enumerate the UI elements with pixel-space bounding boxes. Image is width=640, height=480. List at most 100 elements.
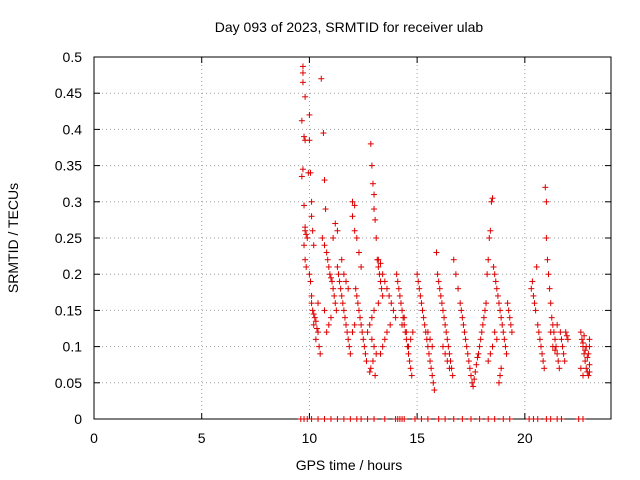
data-point (379, 343, 386, 350)
data-point (371, 343, 378, 350)
data-point (562, 329, 569, 336)
data-point (533, 263, 540, 270)
data-point (336, 278, 343, 285)
data-point (418, 300, 425, 307)
data-point (393, 271, 400, 278)
data-point (367, 365, 374, 372)
data-point (323, 249, 330, 256)
data-point (351, 202, 358, 209)
data-point (545, 271, 552, 278)
data-point (534, 416, 541, 422)
data-point (450, 416, 457, 422)
data-point (443, 329, 450, 336)
data-point (427, 336, 434, 343)
data-point (445, 343, 452, 350)
data-point (343, 321, 350, 328)
data-point (439, 307, 446, 314)
data-point (306, 111, 313, 118)
data-point (547, 416, 554, 422)
data-point (312, 318, 319, 325)
data-point (388, 300, 395, 307)
data-point (366, 321, 373, 328)
data-point (334, 416, 341, 422)
data-point (368, 314, 375, 321)
data-point (373, 235, 380, 241)
data-point (544, 256, 551, 263)
data-point (472, 368, 479, 375)
data-point (397, 300, 404, 307)
data-point (387, 321, 394, 328)
data-point (302, 256, 309, 263)
data-point (369, 180, 376, 187)
data-point (495, 300, 502, 307)
data-point (541, 365, 548, 372)
data-point (560, 350, 567, 357)
y-tick-label: 0.1 (63, 339, 83, 355)
data-point (430, 379, 437, 386)
data-point (303, 231, 310, 238)
data-point (493, 336, 500, 343)
data-point (334, 227, 341, 234)
data-point (559, 343, 566, 350)
data-point (309, 227, 316, 234)
data-point (375, 263, 382, 270)
data-point (543, 198, 550, 205)
data-point (419, 307, 426, 314)
data-point (503, 350, 510, 357)
data-point (315, 416, 322, 422)
data-points (297, 63, 593, 422)
data-point (401, 314, 408, 321)
data-point (476, 416, 483, 422)
data-point (505, 307, 512, 314)
data-point (325, 321, 332, 328)
data-point (449, 372, 456, 379)
data-point (301, 202, 308, 209)
data-point (337, 285, 344, 292)
data-point (485, 256, 492, 263)
data-point (405, 350, 412, 357)
data-point (361, 343, 368, 350)
data-point (312, 336, 319, 343)
data-point (532, 307, 539, 314)
data-point (441, 314, 448, 321)
grid-lines (94, 57, 611, 419)
data-point (346, 343, 353, 350)
data-point (381, 336, 388, 343)
data-point (499, 321, 506, 328)
data-point (317, 350, 324, 357)
data-point (345, 285, 352, 292)
data-point (364, 416, 371, 422)
data-point (368, 336, 375, 343)
data-point (498, 314, 505, 321)
data-point (333, 307, 340, 314)
y-tick-label: 0.25 (55, 230, 82, 246)
y-tick-label: 0.4 (63, 121, 83, 137)
data-point (357, 314, 364, 321)
axis-ticks (93, 56, 611, 420)
data-point (555, 358, 562, 365)
data-point (334, 263, 341, 270)
data-point (327, 314, 334, 321)
data-point (408, 372, 415, 379)
data-point (551, 347, 558, 354)
data-point (371, 416, 378, 422)
data-point (498, 365, 505, 372)
data-point (399, 321, 406, 328)
data-point (558, 416, 565, 422)
data-point (395, 285, 402, 292)
data-point (318, 75, 325, 82)
data-point (313, 325, 320, 332)
data-point (341, 314, 348, 321)
data-point (473, 361, 480, 368)
data-point (479, 321, 486, 328)
data-point (306, 271, 313, 278)
data-point (379, 271, 386, 278)
data-point (366, 368, 373, 375)
data-point (442, 321, 449, 328)
data-point (493, 285, 500, 292)
data-point (564, 336, 571, 343)
data-point (476, 343, 483, 350)
data-point (461, 329, 468, 336)
data-point (371, 307, 378, 314)
data-point (355, 249, 362, 256)
